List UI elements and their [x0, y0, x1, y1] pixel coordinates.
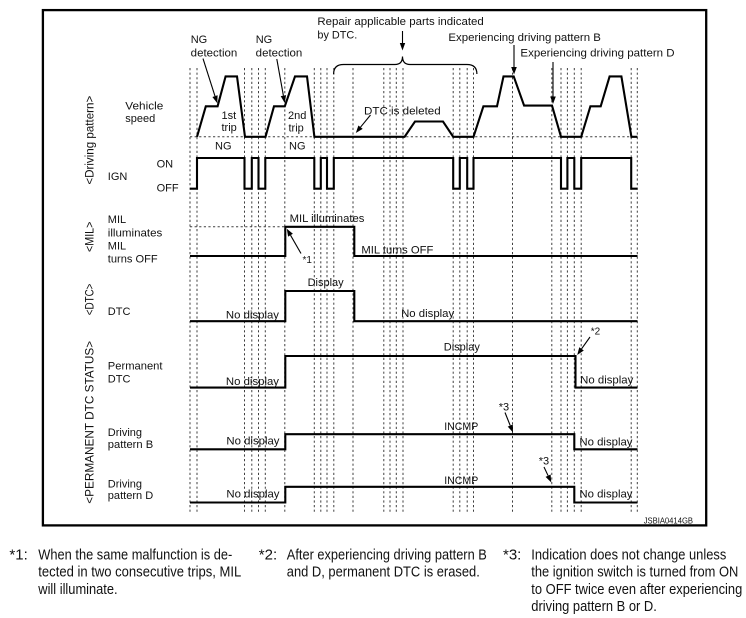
svg-text:OFF: OFF: [157, 183, 179, 195]
svg-text:DTC: DTC: [108, 306, 131, 318]
svg-text:ON: ON: [157, 159, 174, 171]
svg-text:2nd: 2nd: [288, 110, 306, 122]
svg-text:No display: No display: [226, 436, 280, 448]
svg-text:*2:: *2:: [259, 546, 277, 563]
svg-text:Display: Display: [308, 277, 345, 289]
svg-text:No display: No display: [580, 374, 634, 386]
svg-text:tected in two consecutive trip: tected in two consecutive trips, MIL: [38, 564, 241, 581]
svg-text:<Driving pattern>: <Driving pattern>: [85, 95, 97, 184]
svg-text:illuminates: illuminates: [108, 227, 163, 239]
svg-text:Driving: Driving: [108, 427, 142, 439]
svg-text:INCMP: INCMP: [444, 475, 478, 487]
svg-text:trip: trip: [289, 123, 304, 135]
svg-text:MIL: MIL: [108, 240, 126, 252]
svg-text:speed: speed: [125, 113, 155, 125]
svg-text:JSBIA0414GB: JSBIA0414GB: [644, 517, 694, 526]
svg-text:No display: No display: [226, 309, 280, 321]
svg-text:NG: NG: [256, 34, 273, 46]
svg-text:Driving: Driving: [108, 478, 142, 490]
svg-text:<MIL>: <MIL>: [85, 221, 97, 252]
svg-text:MIL illuminates: MIL illuminates: [290, 213, 365, 225]
svg-text:Experiencing driving pattern D: Experiencing driving pattern D: [520, 48, 674, 60]
svg-text:to OFF twice even after experi: to OFF twice even after experiencing: [531, 581, 742, 598]
svg-text:1st: 1st: [222, 110, 237, 122]
svg-text:*3: *3: [499, 402, 509, 414]
svg-text:Indication does not change unl: Indication does not change unless: [531, 546, 726, 563]
svg-text:MIL: MIL: [108, 214, 126, 226]
svg-text:detection: detection: [256, 48, 303, 60]
svg-text:Permanent: Permanent: [108, 361, 163, 373]
svg-text:<PERMANENT DTC STATUS>: <PERMANENT DTC STATUS>: [85, 341, 97, 504]
svg-text:*3: *3: [539, 456, 549, 468]
svg-text:*1: *1: [303, 255, 313, 266]
svg-text:Vehicle: Vehicle: [125, 101, 163, 113]
svg-text:turns OFF: turns OFF: [108, 253, 158, 265]
svg-text:will illuminate.: will illuminate.: [37, 581, 117, 598]
svg-text:*2: *2: [591, 326, 601, 337]
svg-text:pattern D: pattern D: [108, 490, 153, 502]
svg-text:No display: No display: [226, 489, 280, 501]
svg-text:No display: No display: [579, 489, 633, 501]
svg-text:NG: NG: [191, 34, 208, 46]
svg-text:After experiencing driving pat: After experiencing driving pattern B: [287, 546, 487, 563]
svg-text:DTC: DTC: [108, 373, 131, 385]
svg-text:INCMP: INCMP: [444, 421, 478, 433]
svg-text:No display: No display: [401, 308, 455, 320]
svg-text:No display: No display: [579, 437, 633, 449]
svg-text:When the same malfunction is d: When the same malfunction is de-: [38, 546, 232, 563]
svg-text:Display: Display: [444, 341, 481, 353]
svg-text:IGN: IGN: [108, 171, 128, 183]
svg-text:trip: trip: [222, 122, 237, 134]
svg-text:*3:: *3:: [503, 546, 521, 563]
svg-text:NG: NG: [215, 141, 232, 153]
svg-text:<DTC>: <DTC>: [85, 283, 97, 315]
svg-text:Repair applicable parts indica: Repair applicable parts indicated: [317, 16, 483, 28]
svg-text:MIL turns OFF: MIL turns OFF: [361, 245, 433, 257]
svg-text:and D, permanent DTC is erased: and D, permanent DTC is erased.: [287, 564, 480, 581]
svg-text:pattern B: pattern B: [108, 439, 153, 451]
svg-text:by DTC.: by DTC.: [317, 29, 357, 41]
svg-text:No display: No display: [226, 376, 280, 388]
svg-text:DTC is deleted: DTC is deleted: [364, 105, 441, 117]
svg-text:detection: detection: [191, 48, 238, 60]
svg-text:the ignition switch is turned: the ignition switch is turned from ON: [531, 564, 738, 581]
svg-text:Experiencing driving pattern B: Experiencing driving pattern B: [448, 32, 601, 44]
svg-text:*1:: *1:: [9, 546, 27, 563]
svg-text:NG: NG: [289, 141, 306, 153]
svg-text:driving pattern B or D.: driving pattern B or D.: [531, 598, 657, 615]
